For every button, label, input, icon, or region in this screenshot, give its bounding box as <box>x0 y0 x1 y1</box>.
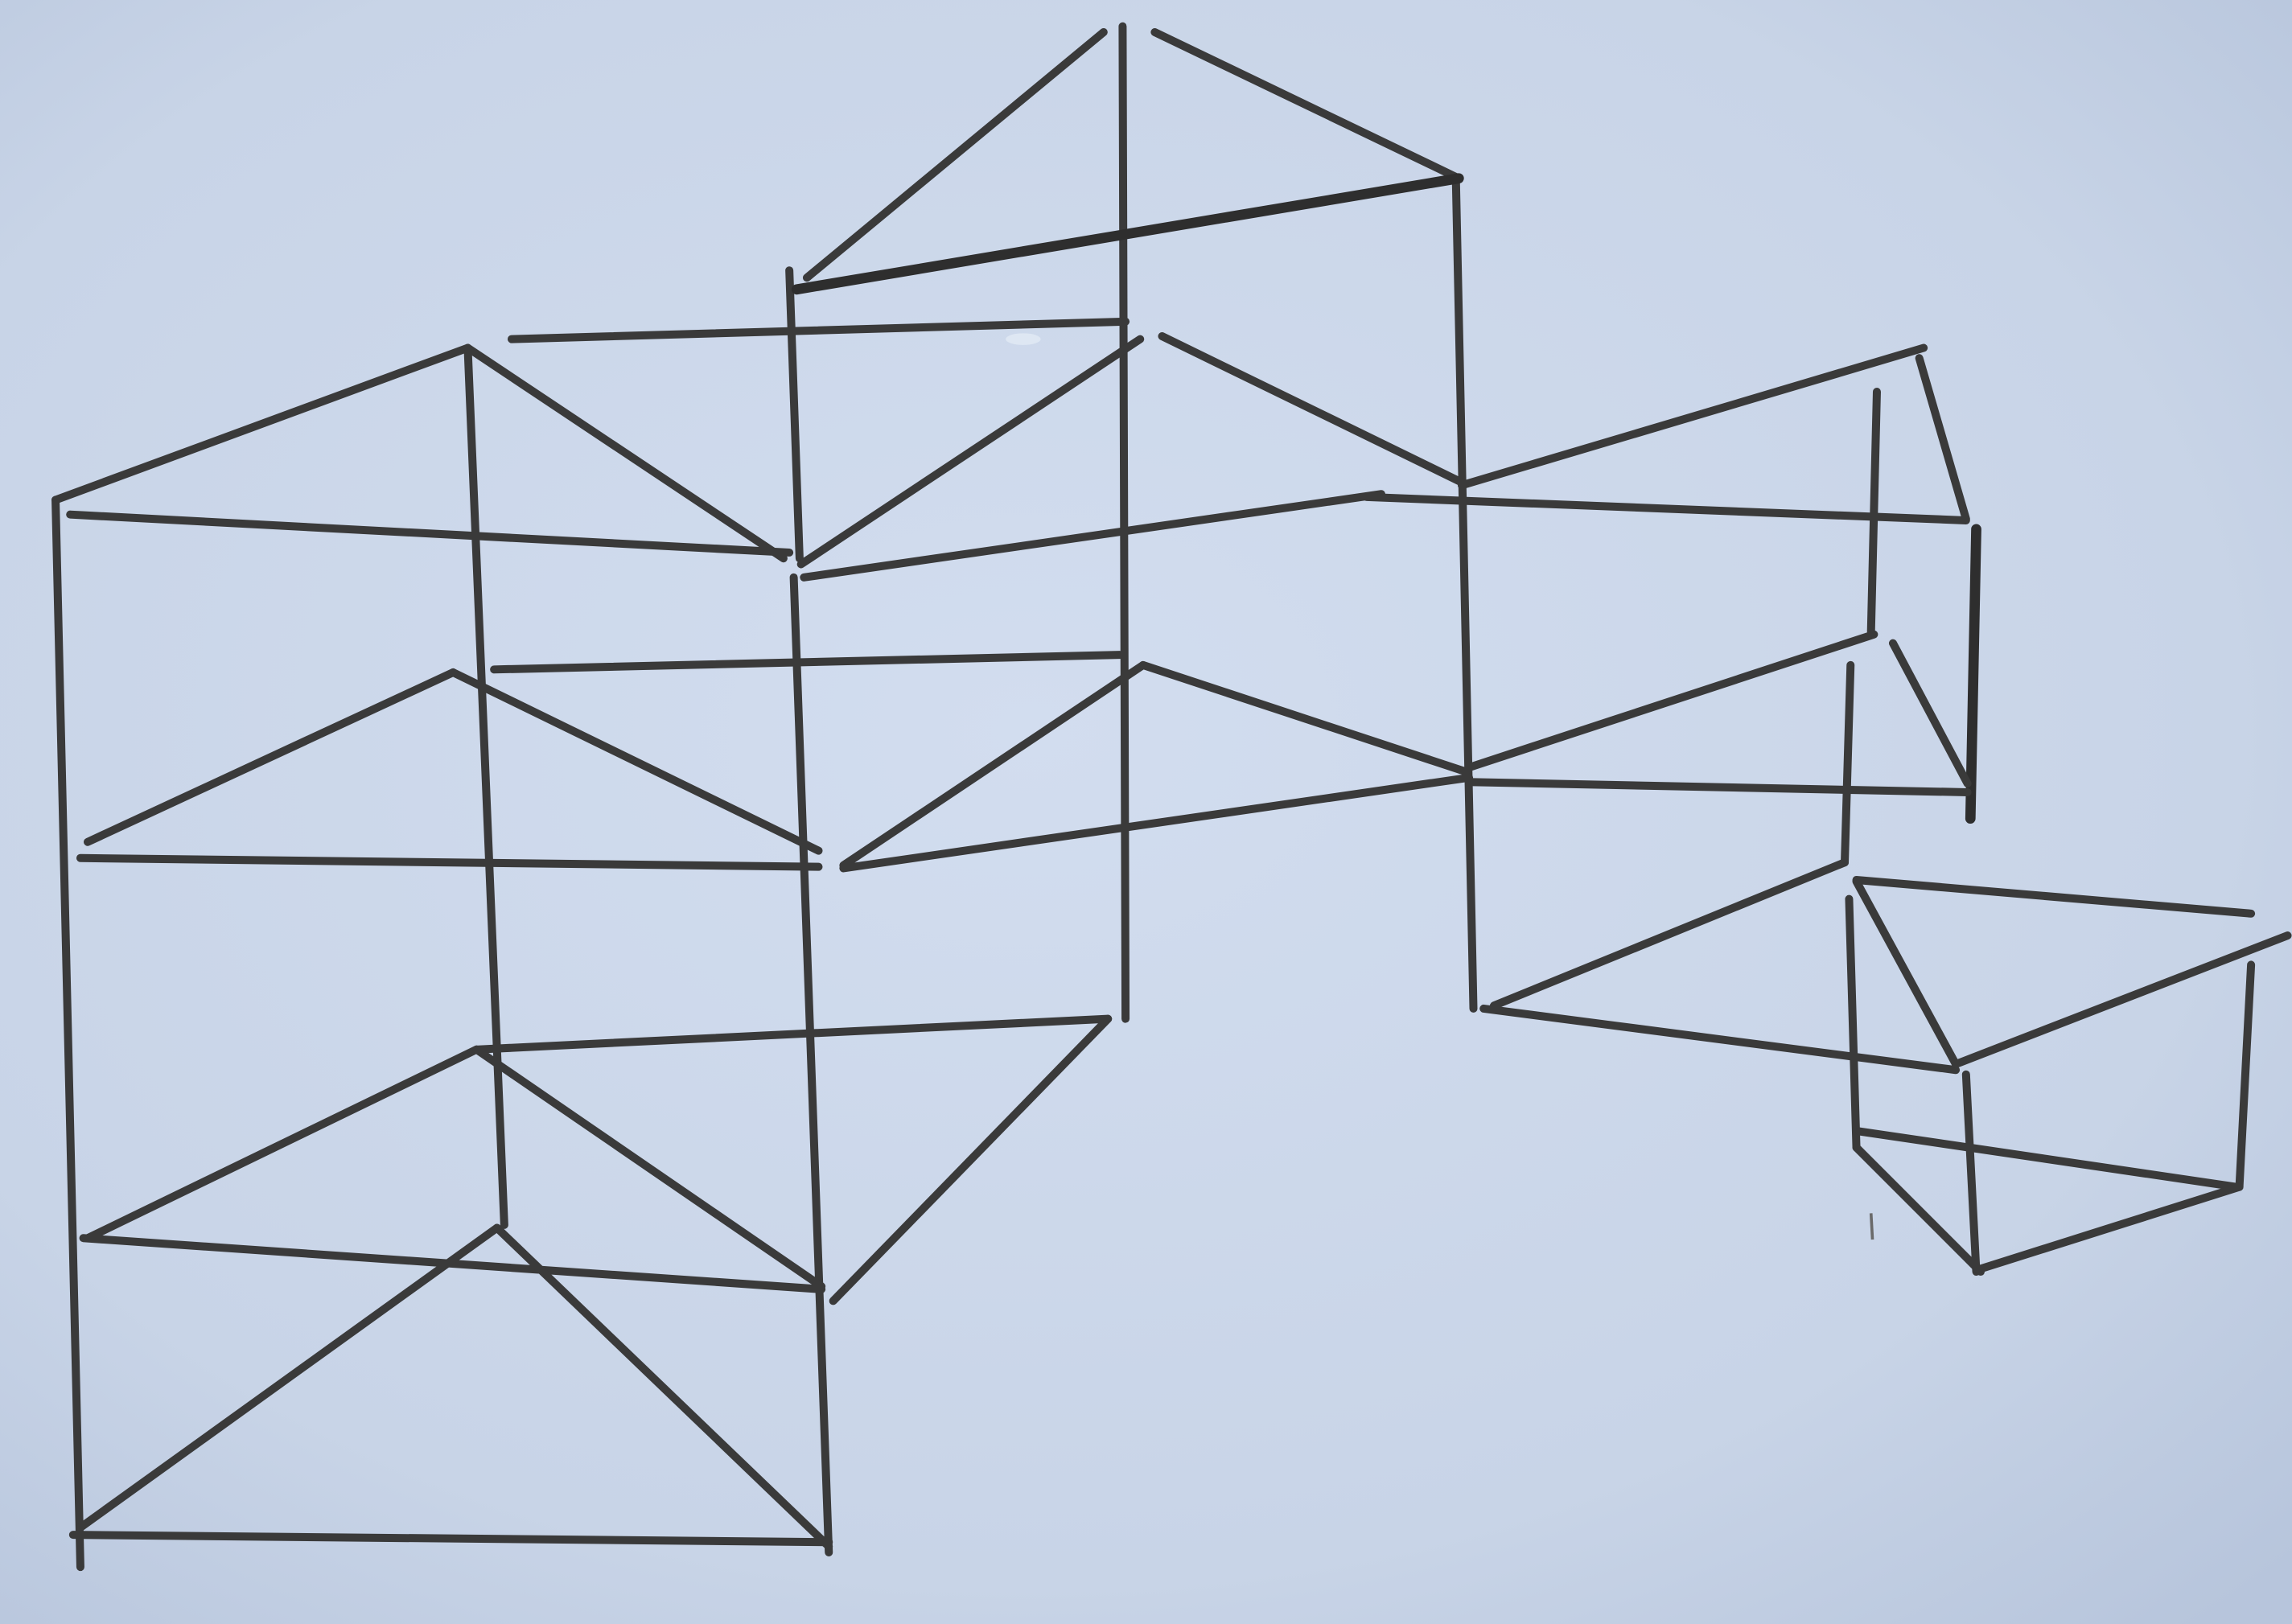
middle-tower-floor1-left <box>796 335 1145 569</box>
cube-top-back <box>1852 876 2256 918</box>
left-tower-left-post <box>51 495 84 1572</box>
cube-right-post <box>2235 960 2256 1191</box>
middle-tower-floor2-back <box>490 651 1124 674</box>
left-tower-top-right-edge <box>463 343 788 563</box>
cube-top-right <box>1952 931 2292 1068</box>
middle-tower-center-post <box>1118 22 1130 1023</box>
left-tower-base-right-diagonal <box>492 1223 833 1551</box>
left-tower-right-post <box>789 573 833 1556</box>
left-tower-level3-right-return <box>829 1014 1113 1305</box>
paper-smudge <box>1006 333 1041 345</box>
right-wing-upper-left-post <box>1866 388 1881 636</box>
middle-tower-roof-front <box>791 173 1464 295</box>
middle-tower-roof-left <box>802 27 1108 282</box>
middle-tower-roof-right <box>1150 27 1463 183</box>
middle-tower-floor2-front <box>839 773 1474 873</box>
right-wing-upper-edge-post <box>1965 524 1981 824</box>
middle-tower-floor1-front <box>800 490 1386 582</box>
right-wing-inner-post <box>1841 660 1855 867</box>
cube-left-post <box>1845 894 1861 1152</box>
cube-top-left <box>1852 877 1961 1068</box>
cube-bottom-right <box>1976 1182 2244 1273</box>
right-wing-ground-front <box>1479 1004 1961 1075</box>
right-wing-lower-front <box>1465 778 1972 796</box>
right-wing-lower-left <box>1465 630 1878 772</box>
left-tower-level2-front-edge <box>76 853 823 871</box>
middle-tower-floor2-left <box>839 660 1147 870</box>
left-tower-level3-back-edge <box>472 1014 1113 1054</box>
left-tower-base-edge <box>68 1531 833 1547</box>
middle-tower-left-post <box>785 266 804 563</box>
left-tower-base-left-diagonal <box>76 1223 501 1532</box>
middle-tower-floor2-right <box>1138 660 1471 776</box>
left-tower-level3-left-edge <box>84 1045 481 1243</box>
right-wing-upper-right-post <box>1915 354 1970 524</box>
cube-center-post <box>1961 1070 1981 1277</box>
left-tower-top-front-edge <box>66 510 794 557</box>
left-tower-level2-right-edge <box>449 668 823 855</box>
cube-bottom-left <box>1852 1143 1985 1277</box>
right-wing-ground-left <box>1489 858 1850 1010</box>
pencil-speck <box>1869 1213 1874 1240</box>
right-wing-upper-front <box>1362 492 1970 524</box>
middle-tower-floor1-right <box>1158 331 1466 487</box>
cube-bottom-back <box>1855 1127 2241 1191</box>
left-tower-level3-right-edge <box>472 1045 826 1291</box>
right-wing-lower-right <box>1888 639 1972 788</box>
right-wing-upper-roof <box>1457 343 1928 490</box>
pencil-drawing <box>51 22 2292 1572</box>
left-tower-top-left-edge <box>51 343 472 504</box>
left-tower-level2-left-edge <box>84 668 458 846</box>
left-tower-middle-post <box>463 343 508 1229</box>
middle-tower-right-post <box>1451 174 1478 1013</box>
middle-tower-roof-back <box>507 317 1130 343</box>
